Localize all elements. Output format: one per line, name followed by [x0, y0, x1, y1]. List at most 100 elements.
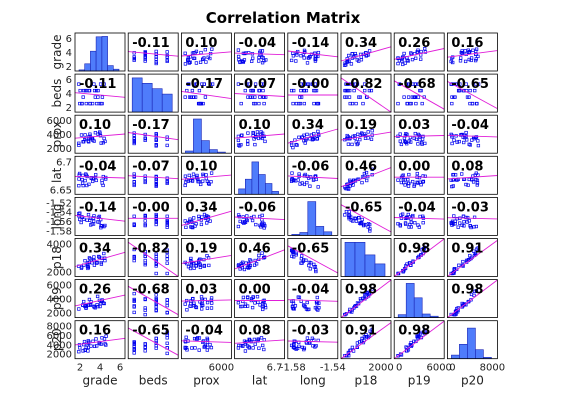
scatter-point [297, 295, 302, 299]
scatter-point [207, 263, 211, 268]
scatter-point [450, 141, 454, 146]
scatter-point [474, 224, 478, 229]
scatter-point [462, 140, 466, 145]
scatter-point [262, 347, 266, 352]
scatter-point [416, 48, 420, 52]
scatter-point [307, 339, 311, 343]
scatter-point [191, 296, 195, 301]
scatter-point [350, 345, 355, 350]
scatter-point [154, 293, 158, 297]
scatter-point [252, 101, 256, 106]
scatter-point [311, 82, 315, 86]
scatter-point [363, 136, 368, 140]
cell-grade-p18: 0.34 [340, 32, 392, 72]
scatter-point [416, 95, 421, 99]
correlation-coefficient: 0.03 [398, 118, 430, 133]
scatter-point [398, 352, 403, 356]
histogram-bar [405, 283, 415, 318]
scatter-point [165, 50, 169, 54]
scatter-point [87, 182, 91, 186]
scatter-point [402, 136, 407, 140]
scatter-point [165, 55, 169, 59]
correlation-coefficient: -0.04 [398, 200, 435, 215]
scatter-point [352, 88, 356, 93]
scatter-point [316, 50, 321, 55]
fit-line [74, 175, 126, 179]
cell-frame [340, 279, 392, 319]
scatter-point [347, 217, 351, 221]
scatter-point [302, 133, 306, 137]
scatter-point [351, 134, 355, 139]
y-tick-label: 2000 [47, 309, 72, 320]
scatter-point [257, 88, 262, 93]
correlation-coefficient: -0.03 [451, 200, 488, 215]
scatter-point [95, 294, 100, 299]
cell-long-p20: -0.03 [446, 196, 498, 236]
scatter-point [240, 59, 244, 63]
scatter-point [294, 59, 298, 63]
histogram-bar [397, 314, 407, 318]
scatter-point [302, 56, 306, 60]
cell-prox-p19: 0.03 [393, 114, 445, 154]
scatter-point [143, 312, 147, 317]
scatter-point [292, 255, 296, 259]
cell-lat-beds: -0.07 [127, 155, 179, 195]
scatter-point [294, 253, 298, 257]
scatter-point [250, 59, 254, 63]
scatter-point [248, 95, 252, 99]
scatter-point [454, 82, 458, 86]
y-tick-label: 4 [66, 89, 72, 100]
scatter-point [423, 47, 427, 51]
scatter-point [366, 222, 371, 226]
cell-long-p19: -0.04 [393, 196, 445, 236]
scatter-point [80, 181, 85, 185]
scatter-point [165, 143, 169, 148]
scatter-point [98, 130, 102, 134]
correlation-coefficient: 0.34 [292, 118, 324, 133]
scatter-point [154, 271, 158, 276]
scatter-point [193, 224, 197, 228]
fit-line [128, 132, 179, 141]
scatter-point [81, 95, 85, 99]
cell-long-lat: -0.06 [234, 196, 286, 236]
scatter-point [165, 301, 169, 305]
scatter-point [187, 173, 191, 178]
fit-line [181, 254, 232, 264]
scatter-point [405, 101, 409, 106]
scatter-point [423, 330, 427, 334]
scatter-point [208, 219, 212, 223]
scatter-point [165, 298, 169, 302]
cell-frame [446, 279, 498, 319]
scatter-point [189, 256, 193, 261]
scatter-point [300, 135, 304, 139]
scatter-point [251, 56, 255, 60]
cell-lat-prox: 0.10 [180, 155, 232, 195]
scatter-point [396, 61, 400, 66]
scatter-point [460, 172, 464, 176]
scatter-point [258, 49, 263, 53]
scatter-point [346, 186, 351, 190]
scatter-point [472, 225, 476, 229]
y-tick-label: 6.65 [50, 185, 72, 196]
cell-grade-prox: 0.10 [180, 32, 232, 72]
scatter-point [202, 212, 207, 217]
scatter-point [205, 348, 209, 352]
scatter-point [132, 180, 136, 184]
fit-line [234, 93, 285, 97]
scatter-point [363, 88, 367, 93]
histogram-bar [161, 93, 173, 113]
cell-frame [74, 279, 126, 319]
scatter-point [314, 268, 318, 272]
scatter-point [103, 342, 107, 346]
correlation-coefficient: 0.10 [185, 159, 217, 174]
fit-line [340, 131, 392, 141]
scatter-point [313, 51, 317, 55]
scatter-point [452, 138, 456, 142]
histogram-bar [131, 77, 143, 113]
scatter-point [422, 247, 426, 251]
scatter-point [417, 133, 421, 138]
scatter-point [451, 60, 455, 65]
x-axis-label: long [300, 374, 326, 388]
fit-line [181, 210, 232, 226]
cell-lat-p20: 0.08 [446, 155, 498, 195]
